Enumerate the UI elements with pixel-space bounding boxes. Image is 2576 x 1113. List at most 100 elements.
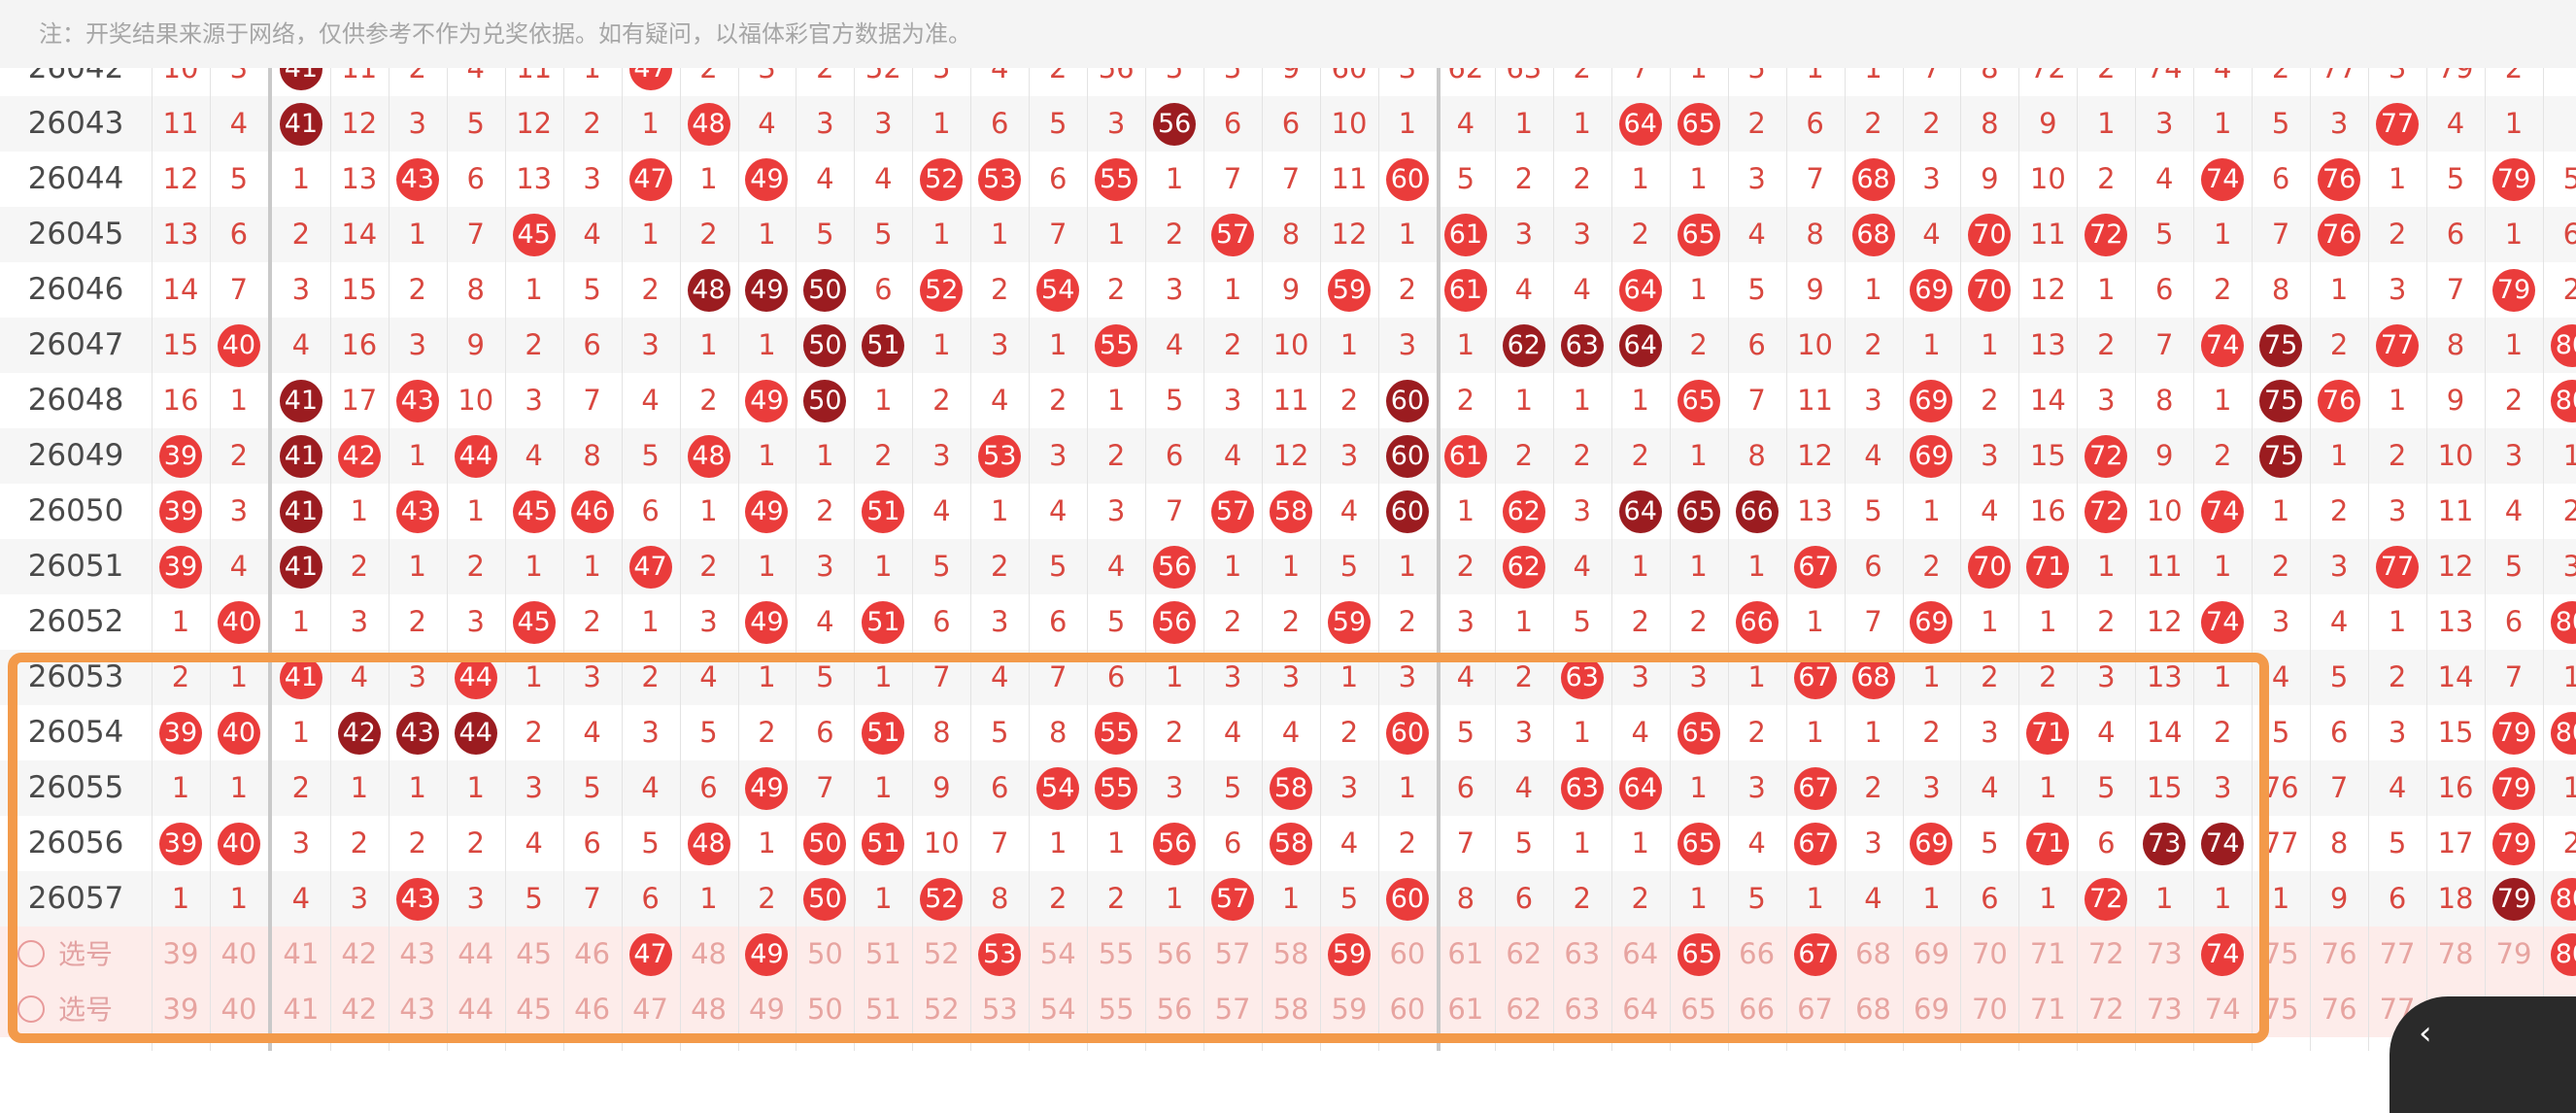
draw-row-miss-count: 5 xyxy=(1981,826,1999,860)
pick-row-miss-count[interactable]: 62 xyxy=(1506,937,1542,970)
pick-row-miss-count[interactable]: 48 xyxy=(691,937,727,970)
pick-row-miss-count[interactable]: 46 xyxy=(574,937,611,970)
draw-row-miss-count: 2 xyxy=(1106,273,1126,306)
pick-row-miss-count[interactable]: 43 xyxy=(399,993,436,1026)
pick-row-miss-count[interactable]: 61 xyxy=(1447,993,1484,1026)
pick-row-miss-count[interactable]: 45 xyxy=(516,993,553,1026)
pick-row-miss-count[interactable]: 48 xyxy=(691,993,727,1026)
pick-row-miss-count[interactable]: 67 xyxy=(1797,993,1834,1026)
pick-row-miss-count[interactable]: 57 xyxy=(1214,993,1251,1026)
pick-row-miss-count[interactable]: 77 xyxy=(2379,937,2416,970)
pick-row-miss-count[interactable]: 73 xyxy=(2146,937,2183,970)
draw-row-ball-48: 48 xyxy=(687,435,730,478)
pick-row-miss-count[interactable]: 70 xyxy=(1971,937,2008,970)
pick-row-miss-count[interactable]: 68 xyxy=(1855,993,1891,1026)
draw-row-miss-count: 2 xyxy=(229,439,249,472)
pick-row-miss-count[interactable]: 71 xyxy=(2029,993,2066,1026)
pick-row-miss-count[interactable]: 39 xyxy=(162,937,199,970)
pick-row-miss-count[interactable]: 76 xyxy=(2321,937,2357,970)
draw-row-ball-75: 75 xyxy=(2259,324,2303,367)
pick-row-miss-count[interactable]: 72 xyxy=(2087,993,2124,1026)
pick-row-miss-count[interactable]: 44 xyxy=(458,993,494,1026)
pick-row-miss-count[interactable]: 55 xyxy=(1098,993,1135,1026)
pick-row-miss-count[interactable]: 66 xyxy=(1739,937,1776,970)
pick-row-miss-count[interactable]: 45 xyxy=(516,937,553,970)
pick-row-miss-count[interactable]: 69 xyxy=(1914,993,1949,1026)
draw-row-miss-count: 15 xyxy=(2437,716,2474,749)
pick-row-miss-count[interactable]: 54 xyxy=(1039,937,1076,970)
draw-row-ball-52: 52 xyxy=(920,878,964,921)
pick-row-miss-count[interactable]: 42 xyxy=(341,993,378,1026)
pick-row-miss-count[interactable]: 50 xyxy=(806,993,843,1026)
draw-row-miss-count: 2 xyxy=(2213,273,2232,306)
pick-row-miss-count[interactable]: 43 xyxy=(399,937,436,970)
pick-radio-button[interactable] xyxy=(17,940,45,967)
draw-row-miss-count: 2 xyxy=(525,328,543,361)
draw-row-ball-69: 69 xyxy=(1910,380,1953,422)
pick-row-miss-count[interactable]: 64 xyxy=(1622,993,1659,1026)
pick-row-miss-count[interactable]: 55 xyxy=(1098,937,1135,970)
pick-row-miss-count[interactable]: 56 xyxy=(1156,993,1193,1026)
pick-row-miss-count[interactable]: 39 xyxy=(162,993,199,1026)
pick-row-miss-count[interactable]: 41 xyxy=(283,937,320,970)
pick-row-miss-count[interactable]: 44 xyxy=(458,937,494,970)
pick-row-miss-count[interactable]: 66 xyxy=(1739,993,1776,1026)
pick-row-miss-count[interactable]: 75 xyxy=(2262,993,2299,1026)
pick-row-miss-count[interactable]: 57 xyxy=(1214,937,1251,970)
pick-row-miss-count[interactable]: 50 xyxy=(806,937,843,970)
pick-row-miss-count[interactable]: 51 xyxy=(864,993,901,1026)
draw-row: 26045 13 6 2 14 1 7 45 4 1 2 1 5 5 1 1 7 1 2 57 8 12 1 61 3 3 2 65 4… xyxy=(0,207,2576,262)
pick-row-miss-count[interactable]: 65 xyxy=(1680,993,1717,1026)
pick-row-miss-count[interactable]: 72 xyxy=(2087,937,2124,970)
pick-row-miss-count[interactable]: 54 xyxy=(1039,993,1076,1026)
pick-row-miss-count[interactable]: 59 xyxy=(1331,993,1368,1026)
pick-row-miss-count[interactable]: 78 xyxy=(2437,937,2474,970)
draw-trend-grid[interactable]: 26042 10 3 41 11 2 4 11 1 47 2 3 2 52 5 4 2 56 5 5 9 60 3 62 63 2… xyxy=(0,68,2576,1051)
pick-row-miss-count[interactable]: 41 xyxy=(283,993,320,1026)
draw-row-miss-count: 2 xyxy=(1922,716,1941,749)
floating-corner-button[interactable]: ‹ xyxy=(2390,996,2576,1113)
pick-row-miss-count[interactable]: 42 xyxy=(341,937,378,970)
pick-radio-button[interactable] xyxy=(17,995,45,1023)
draw-row-miss-count: 6 xyxy=(1048,162,1068,195)
pick-row-miss-count[interactable]: 60 xyxy=(1389,937,1426,970)
pick-row-miss-count[interactable]: 73 xyxy=(2146,993,2183,1026)
pick-row-miss-count[interactable]: 56 xyxy=(1156,937,1193,970)
draw-row-miss-count: 2 xyxy=(583,605,601,638)
draw-row-ball-75: 75 xyxy=(2259,380,2303,422)
pick-row[interactable]: 选号 39 40 41 42 43 44 45 46 47 48 49 50 51 52 53 54 55 56 57… xyxy=(0,927,2576,982)
pick-row-miss-count[interactable]: 68 xyxy=(1855,937,1891,970)
pick-row-miss-count[interactable]: 46 xyxy=(574,993,611,1026)
pick-row-miss-count[interactable]: 47 xyxy=(632,993,669,1026)
pick-row-miss-count[interactable]: 60 xyxy=(1389,993,1426,1026)
pick-row-miss-count[interactable]: 52 xyxy=(923,937,960,970)
pick-row-miss-count[interactable]: 71 xyxy=(2029,937,2066,970)
pick-row-miss-count[interactable]: 52 xyxy=(923,993,960,1026)
pick-row-miss-count[interactable]: 63 xyxy=(1564,937,1601,970)
draw-row-miss-count: 3 xyxy=(2388,68,2407,84)
draw-row-miss-count: 8 xyxy=(466,273,485,306)
pick-row-miss-count[interactable]: 40 xyxy=(220,993,257,1026)
pick-row[interactable]: 选号 39 40 41 42 43 44 45 46 47 48 49 50 51 52 53 54 55 56 57… xyxy=(0,982,2576,1037)
draw-row-ball-39: 39 xyxy=(158,490,202,533)
pick-row-miss-count[interactable]: 63 xyxy=(1564,993,1601,1026)
pick-row-miss-count[interactable]: 74 xyxy=(2204,993,2241,1026)
pick-row-miss-count[interactable]: 75 xyxy=(2262,937,2299,970)
pick-row-miss-count[interactable]: 51 xyxy=(864,937,901,970)
pick-row-miss-count[interactable]: 64 xyxy=(1622,937,1659,970)
pick-row-miss-count[interactable]: 79 xyxy=(2495,937,2532,970)
draw-row-miss-count: 1 xyxy=(229,882,249,915)
pick-row-miss-count[interactable]: 58 xyxy=(1272,937,1309,970)
draw-row-ball-51: 51 xyxy=(862,823,905,865)
draw-row-miss-count: 13 xyxy=(341,162,378,195)
pick-row-miss-count[interactable]: 69 xyxy=(1914,937,1949,970)
pick-row-miss-count[interactable]: 61 xyxy=(1447,937,1484,970)
pick-row-miss-count[interactable]: 76 xyxy=(2321,993,2357,1026)
pick-row-miss-count[interactable]: 40 xyxy=(220,937,257,970)
pick-row-miss-count[interactable]: 58 xyxy=(1272,993,1309,1026)
pick-row-miss-count[interactable]: 53 xyxy=(981,993,1018,1026)
draw-row-miss-count: 1 xyxy=(874,771,893,804)
pick-row-miss-count[interactable]: 49 xyxy=(749,993,785,1026)
pick-row-miss-count[interactable]: 70 xyxy=(1971,993,2008,1026)
pick-row-miss-count[interactable]: 62 xyxy=(1506,993,1542,1026)
